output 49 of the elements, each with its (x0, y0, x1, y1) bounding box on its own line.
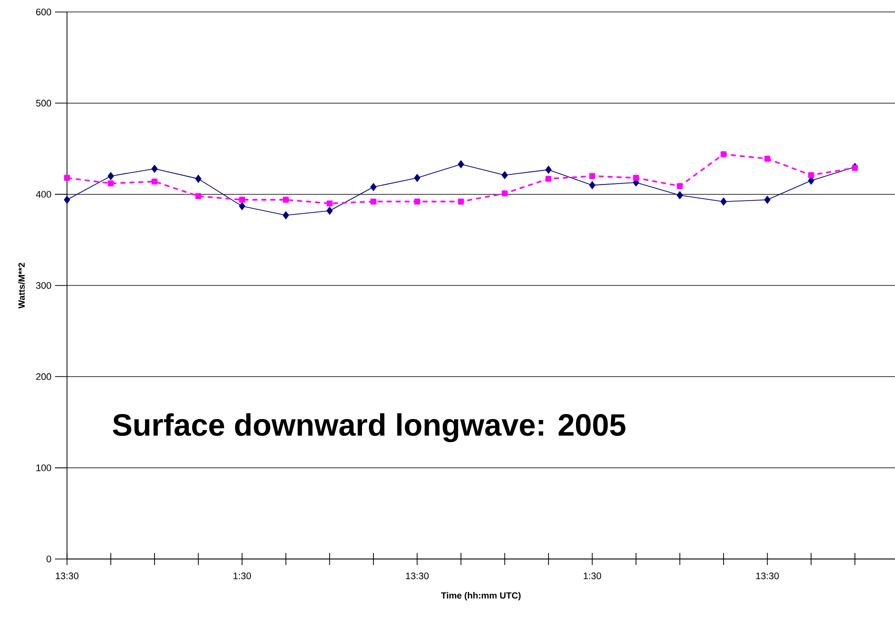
point (764, 156, 770, 162)
point (676, 191, 683, 200)
x-tick-label: 13:30 (56, 572, 78, 580)
point (545, 166, 552, 174)
point (239, 202, 246, 210)
point (151, 164, 158, 173)
point (458, 198, 464, 205)
y-tick-label: 200 (36, 373, 52, 380)
x-tick-label: 13:30 (406, 572, 429, 580)
x-tick-label: 13:30 (756, 572, 779, 580)
point (676, 183, 683, 190)
point (64, 196, 70, 204)
point (108, 172, 114, 180)
point (326, 206, 333, 215)
point (633, 174, 640, 181)
point (282, 196, 289, 203)
point (195, 174, 202, 183)
y-tick-label: 500 (36, 100, 52, 106)
x-tick-label: 1:30 (234, 572, 251, 580)
y-axis-title: Watts/M**2 (18, 262, 25, 308)
point (589, 173, 596, 180)
point (502, 190, 508, 196)
point (589, 181, 596, 190)
point (720, 151, 727, 158)
point (764, 196, 770, 204)
point (108, 180, 114, 186)
point (808, 172, 814, 178)
point (546, 176, 552, 182)
y-tick-label: 0 (46, 556, 52, 562)
y-tick-label: 600 (36, 8, 52, 16)
x-tick-label: 1:30 (584, 572, 602, 580)
x-axis-title: Time (hh:mm UTC) (441, 592, 521, 600)
point (370, 198, 376, 205)
annotation: Surface downward longwave: 2005 (112, 413, 626, 442)
point (414, 174, 420, 182)
point (152, 178, 158, 185)
point (458, 160, 464, 168)
point (326, 200, 333, 206)
point (195, 193, 202, 200)
y-tick-label: 100 (36, 464, 52, 472)
point (414, 198, 420, 205)
point (370, 183, 376, 192)
point (282, 211, 289, 220)
y-tick-label: 400 (36, 190, 52, 198)
point (502, 171, 508, 180)
y-tick-label: 300 (36, 282, 52, 289)
point (720, 198, 727, 206)
point (64, 174, 70, 181)
point (239, 196, 246, 203)
